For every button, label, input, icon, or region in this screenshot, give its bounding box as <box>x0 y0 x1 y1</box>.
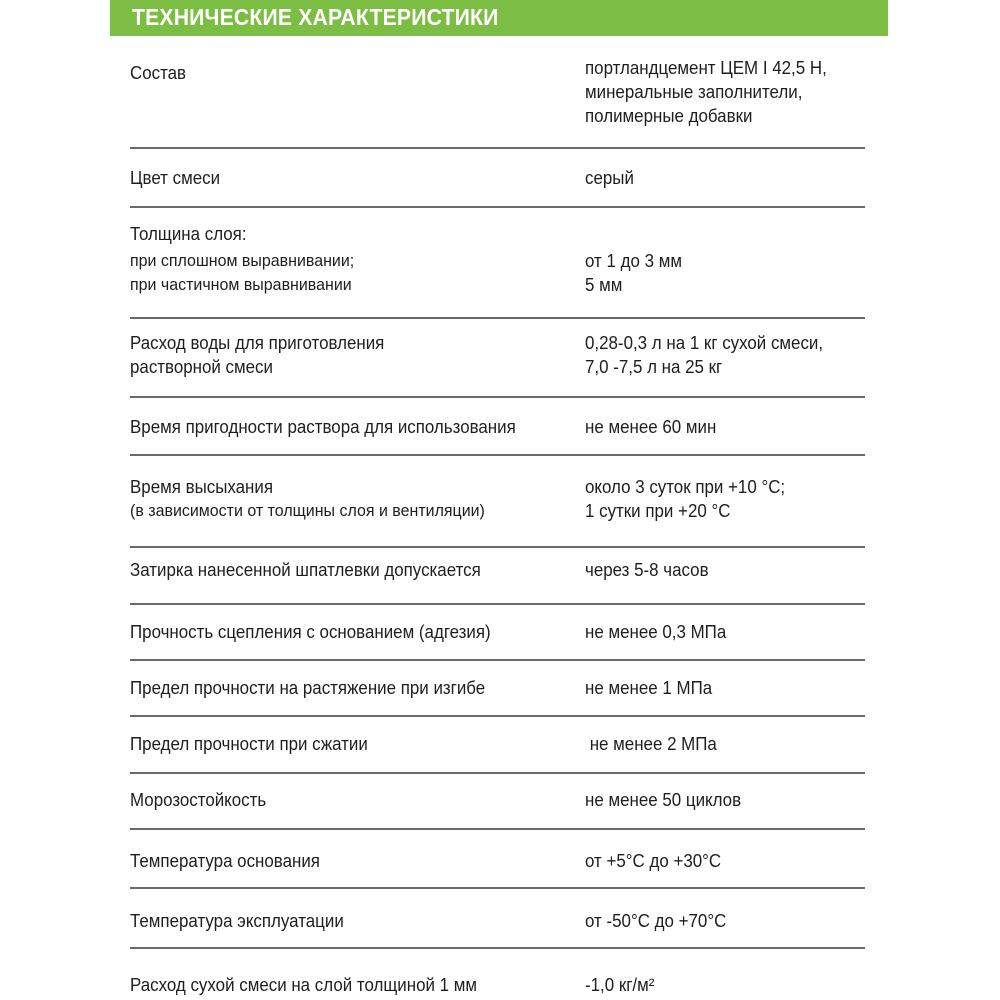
spec-label: Состав <box>130 61 186 85</box>
row-divider <box>130 772 865 774</box>
row-divider <box>130 603 865 605</box>
spec-value-line: 0,28-0,3 л на 1 кг сухой смеси, <box>585 333 824 353</box>
spec-value: -1,0 кг/м² <box>585 973 654 997</box>
spec-label-line: Прочность сцепления с основанием (адгези… <box>130 622 491 642</box>
spec-label: Время пригодности раствора для использов… <box>130 415 516 439</box>
spec-value: серый <box>585 166 634 190</box>
spec-value: не менее 1 МПа <box>585 676 712 700</box>
spec-label-line: Цвет смеси <box>130 168 221 188</box>
row-divider <box>130 206 865 208</box>
spec-value: через 5-8 часов <box>585 558 709 582</box>
row-divider <box>130 659 865 661</box>
row-divider <box>130 396 865 398</box>
spec-label: Морозостойкость <box>130 788 266 812</box>
spec-value: 0,28-0,3 л на 1 кг сухой смеси, 7,0 -7,5… <box>585 331 823 379</box>
spec-label: Время высыхания (в зависимости от толщин… <box>130 475 485 523</box>
spec-label: Предел прочности при сжатии <box>130 732 368 756</box>
spec-label: Расход воды для приготовления растворной… <box>130 331 384 379</box>
spec-value: от 1 до 3 мм 5 мм <box>585 249 682 297</box>
spec-label-line: Время высыхания <box>130 477 274 497</box>
spec-value-line: портландцемент ЦЕМ I 42,5 Н, <box>585 58 827 78</box>
row-divider <box>130 715 865 717</box>
section-title: ТЕХНИЧЕСКИЕ ХАРАКТЕРИСТИКИ <box>132 4 499 30</box>
spec-value-line: от -50°С до +70°С <box>585 911 727 931</box>
spec-value: не менее 0,3 МПа <box>585 620 726 644</box>
spec-label-line: Морозостойкость <box>130 790 267 810</box>
row-divider <box>130 887 865 889</box>
spec-value: не менее 2 МПа <box>585 732 717 756</box>
spec-label-line: Время пригодности раствора для использов… <box>130 417 516 437</box>
spec-label-line: Температура основания <box>130 851 320 871</box>
spec-label: Температура эксплуатации <box>130 909 344 933</box>
row-divider <box>130 147 865 149</box>
spec-label-line: Толщина слоя: <box>130 224 247 244</box>
spec-label-line: (в зависимости от толщины слоя и вентиля… <box>130 501 485 520</box>
row-divider <box>130 317 865 319</box>
spec-value-line: не менее 2 МПа <box>585 734 717 754</box>
spec-value-line: не менее 0,3 МПа <box>585 622 727 642</box>
spec-label: Толщина слоя: при сплошном выравнивании;… <box>130 222 354 297</box>
row-divider <box>130 947 865 949</box>
spec-label: Предел прочности на растяжение при изгиб… <box>130 676 485 700</box>
spec-label-line: при сплошном выравнивании; <box>130 251 355 270</box>
spec-label: Расход сухой смеси на слой толщиной 1 мм <box>130 973 477 997</box>
spec-value-line: через 5-8 часов <box>585 560 709 580</box>
spec-label-line: Расход воды для приготовления <box>130 333 385 353</box>
row-divider <box>130 546 865 548</box>
spec-value-line: около 3 суток при +10 °С; <box>585 477 786 497</box>
section-header: ТЕХНИЧЕСКИЕ ХАРАКТЕРИСТИКИ <box>110 0 888 36</box>
spec-label-line: Состав <box>130 63 187 83</box>
spec-value-line: 5 мм <box>585 275 623 295</box>
spec-value: от -50°С до +70°С <box>585 909 726 933</box>
spec-label: Температура основания <box>130 849 320 873</box>
spec-value-line: серый <box>585 168 634 188</box>
spec-label-line: Затирка нанесенной шпатлевки допускается <box>130 560 481 580</box>
spec-value-line: не менее 1 МПа <box>585 678 713 698</box>
spec-value-line: от 1 до 3 мм <box>585 251 682 271</box>
spec-label-line: Предел прочности при сжатии <box>130 734 368 754</box>
spec-label: Затирка нанесенной шпатлевки допускается <box>130 558 481 582</box>
spec-value-line: не менее 60 мин <box>585 417 717 437</box>
spec-label: Прочность сцепления с основанием (адгези… <box>130 620 491 644</box>
spec-label-line: растворной смеси <box>130 357 273 377</box>
spec-value-line: не менее 50 циклов <box>585 790 742 810</box>
spec-value-line: от +5°С до +30°С <box>585 851 722 871</box>
spec-value: портландцемент ЦЕМ I 42,5 Н, минеральные… <box>585 56 827 128</box>
spec-value-line: 1 сутки при +20 °С <box>585 501 731 521</box>
spec-value: от +5°С до +30°С <box>585 849 721 873</box>
spec-value-line: полимерные добавки <box>585 106 753 126</box>
spec-value-line: 7,0 -7,5 л на 25 кг <box>585 357 723 377</box>
spec-value: не менее 60 мин <box>585 415 716 439</box>
spec-value: около 3 суток при +10 °С; 1 сутки при +2… <box>585 475 785 523</box>
row-divider <box>130 454 865 456</box>
spec-label: Цвет смеси <box>130 166 220 190</box>
spec-value-line: минеральные заполнители, <box>585 82 803 102</box>
row-divider <box>130 828 865 830</box>
spec-label-line: при частичном выравнивании <box>130 275 352 294</box>
spec-label-line: Предел прочности на растяжение при изгиб… <box>130 678 486 698</box>
spec-value-line: -1,0 кг/м² <box>585 975 655 995</box>
spec-label-line: Температура эксплуатации <box>130 911 344 931</box>
spec-value: не менее 50 циклов <box>585 788 741 812</box>
spec-label-line: Расход сухой смеси на слой толщиной 1 мм <box>130 975 478 995</box>
